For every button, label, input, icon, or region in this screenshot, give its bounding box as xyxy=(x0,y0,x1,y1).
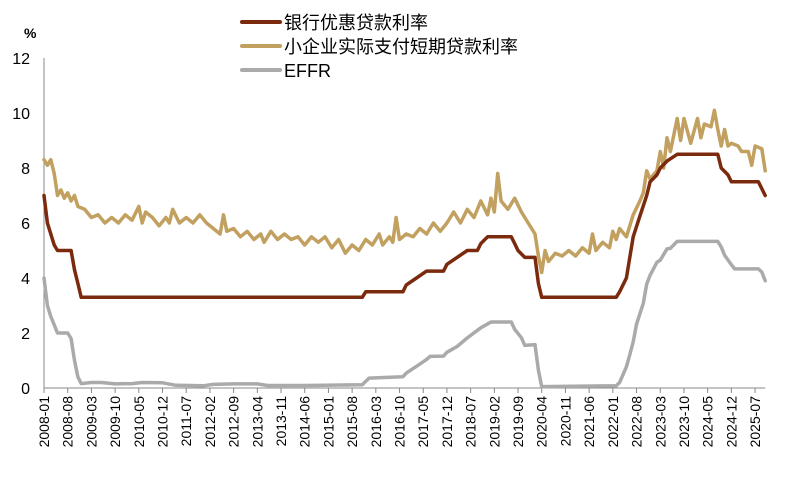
y-tick-label: 0 xyxy=(21,381,30,398)
x-tick-label: 2008-08 xyxy=(60,396,76,448)
y-tick-label: 8 xyxy=(21,161,30,178)
x-tick-label: 2014-06 xyxy=(297,396,313,448)
x-tick-label: 2010-05 xyxy=(131,396,147,448)
x-tick-label: 2020-04 xyxy=(534,396,550,448)
y-tick-label: 4 xyxy=(21,271,30,288)
x-tick-label: 2025-07 xyxy=(747,396,763,448)
x-tick-label: 2021-06 xyxy=(581,396,597,448)
x-tick-label: 2017-12 xyxy=(439,396,455,448)
y-tick-label: 2 xyxy=(21,326,30,343)
legend-label: 小企业实际支付短期贷款利率 xyxy=(284,37,518,57)
x-tick-label: 2013-11 xyxy=(273,396,289,447)
x-tick-label: 2016-10 xyxy=(392,396,408,448)
legend-label: EFFR xyxy=(284,61,331,81)
x-tick-label: 2022-08 xyxy=(629,396,645,448)
x-tick-label: 2008-01 xyxy=(36,396,52,448)
x-tick-label: 2015-01 xyxy=(320,396,336,448)
x-tick-label: 2024-05 xyxy=(700,396,716,448)
x-tick-label: 2015-08 xyxy=(344,396,360,448)
x-tick-label: 2023-10 xyxy=(676,396,692,448)
x-tick-label: 2012-02 xyxy=(202,396,218,448)
x-tick-label: 2009-10 xyxy=(107,396,123,448)
x-tick-label: 2009-03 xyxy=(83,396,99,448)
series-line-0 xyxy=(42,152,767,300)
x-tick-label: 2016-03 xyxy=(368,396,384,448)
x-tick-label: 2011-07 xyxy=(178,396,194,447)
x-tick-label: 2018-07 xyxy=(463,396,479,448)
x-tick-label: 2019-02 xyxy=(486,396,502,448)
x-tick-label: 2010-12 xyxy=(155,396,171,448)
x-tick-label: 2017-05 xyxy=(415,396,431,448)
x-tick-label: 2023-03 xyxy=(652,396,668,448)
y-tick-label: 12 xyxy=(12,51,30,68)
series-line-1 xyxy=(42,108,767,275)
y-tick-label: 10 xyxy=(12,106,30,123)
y-tick-label: 6 xyxy=(21,216,30,233)
y-axis-unit-label: % xyxy=(24,25,37,41)
x-tick-label: 2012-09 xyxy=(226,396,242,448)
x-tick-label: 2024-12 xyxy=(723,396,739,448)
x-tick-label: 2013-04 xyxy=(249,396,265,448)
x-tick-label: 2020-11 xyxy=(557,396,573,447)
x-tick-label: 2022-01 xyxy=(605,396,621,448)
series-line-2 xyxy=(42,239,767,389)
x-tick-label: 2019-09 xyxy=(510,396,526,448)
legend-label: 银行优惠贷款利率 xyxy=(284,13,428,33)
